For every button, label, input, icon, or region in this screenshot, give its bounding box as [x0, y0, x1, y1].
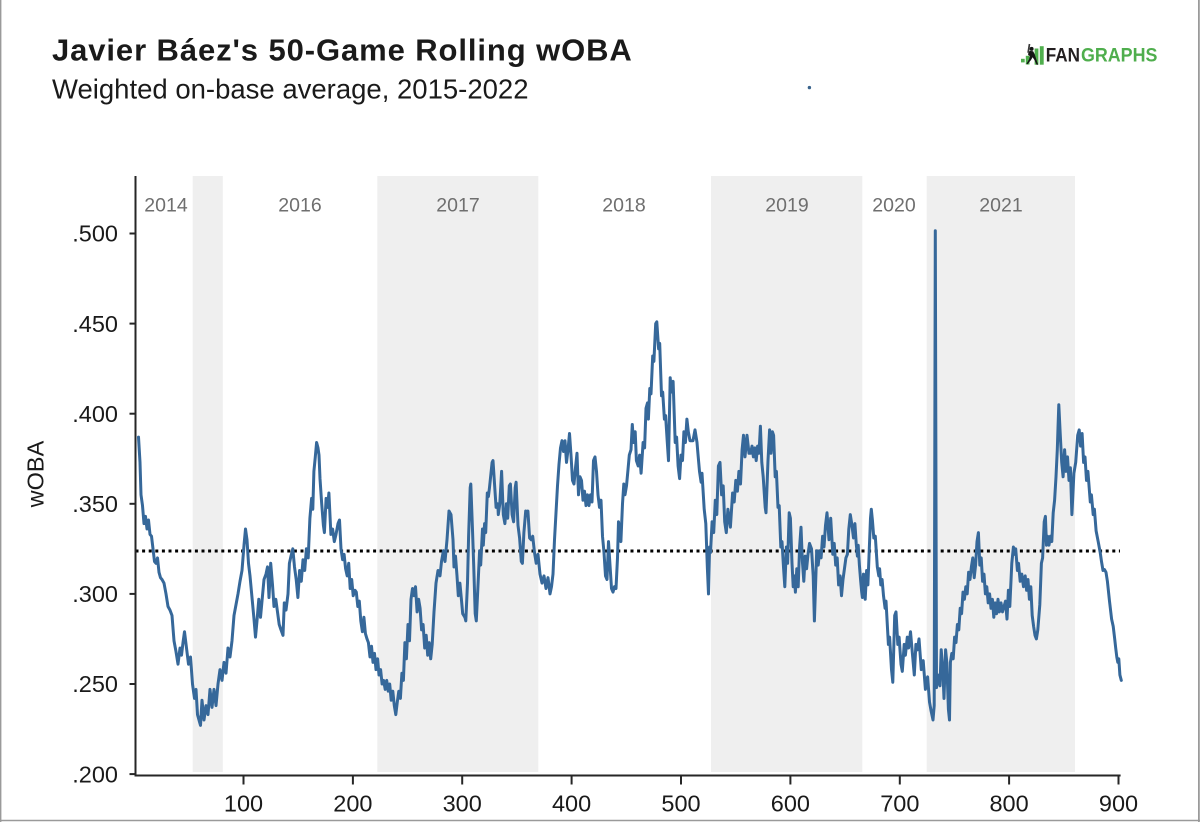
svg-text:.400: .400 — [72, 401, 118, 427]
svg-text:600: 600 — [771, 790, 810, 816]
svg-text:.500: .500 — [72, 221, 118, 247]
svg-text:.450: .450 — [72, 311, 118, 337]
svg-text:500: 500 — [661, 790, 700, 816]
svg-text:400: 400 — [552, 790, 591, 816]
svg-text:900: 900 — [1099, 790, 1138, 816]
svg-text:Weighted on-base average, 2015: Weighted on-base average, 2015-2022 — [52, 74, 529, 105]
svg-text:.250: .250 — [72, 671, 118, 697]
svg-text:2021: 2021 — [979, 195, 1022, 217]
svg-text:300: 300 — [443, 790, 482, 816]
svg-text:2019: 2019 — [765, 195, 808, 217]
svg-text:wOBA: wOBA — [23, 440, 49, 508]
svg-text:2018: 2018 — [602, 195, 645, 217]
svg-text:2017: 2017 — [436, 195, 479, 217]
svg-text:800: 800 — [989, 790, 1028, 816]
svg-text:.300: .300 — [72, 581, 118, 607]
svg-text:200: 200 — [333, 790, 372, 816]
svg-text:2014: 2014 — [144, 195, 188, 217]
svg-text:2020: 2020 — [872, 195, 916, 217]
svg-text:700: 700 — [880, 790, 919, 816]
svg-text:FAN: FAN — [1046, 46, 1080, 67]
svg-text:.200: .200 — [72, 761, 118, 787]
svg-text:GRAPHS: GRAPHS — [1081, 46, 1158, 67]
svg-text:100: 100 — [224, 790, 263, 816]
svg-text:2016: 2016 — [278, 195, 321, 217]
svg-text:Javier Báez's 50-Game Rolling: Javier Báez's 50-Game Rolling wOBA — [52, 33, 633, 68]
svg-text:.350: .350 — [72, 491, 118, 517]
